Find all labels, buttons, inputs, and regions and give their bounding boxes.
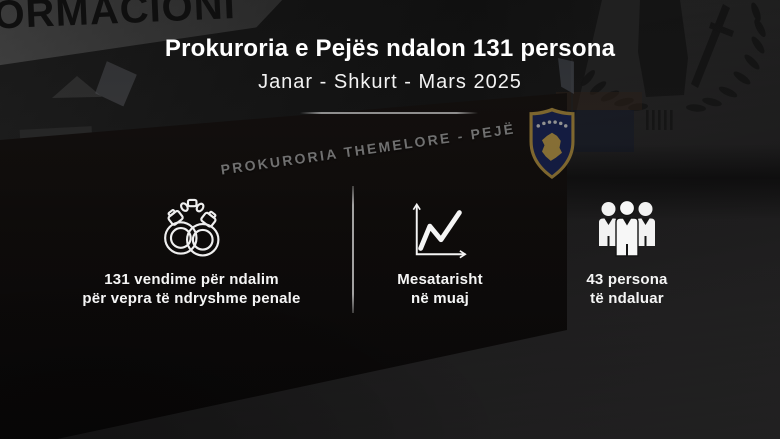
wall-floor-shadow [552, 144, 780, 220]
kosovo-coat-of-arms-icon [529, 107, 575, 179]
stat-monthly-average: Mesatarisht në muaj [370, 192, 510, 308]
stat-line-2: për vepra të ndryshme penale [82, 289, 301, 307]
line-chart-icon [412, 202, 467, 259]
desk-flag-pole [571, 58, 573, 138]
stat-number: 43 [586, 271, 604, 288]
handcuffs-icon [163, 198, 219, 257]
headline-block: Prokuroria e Pejës ndalon 131 persona Ja… [0, 35, 780, 93]
desk-flag [558, 58, 574, 94]
stat-number: 131 [104, 271, 130, 288]
stat-line-1: Mesatarisht [397, 271, 483, 288]
stat-line-2: të ndaluar [590, 289, 664, 307]
stat-detention-decisions: 131 vendime për ndalim për vepra të ndry… [74, 192, 309, 308]
stat-text: persona [607, 271, 668, 288]
page-title: Prokuroria e Pejës ndalon 131 persona [164, 35, 616, 62]
stat-icon-wrap [370, 192, 510, 262]
stat-icon-wrap [74, 192, 309, 262]
stats-divider [352, 186, 354, 313]
desk-edge-highlight [300, 112, 478, 114]
stat-text: vendime për ndalim [134, 271, 279, 288]
stat-line-1: 131 vendime për ndalim [74, 271, 309, 290]
stat-line-1: 43 persona [557, 271, 697, 290]
stat-icon-wrap [557, 192, 697, 262]
page-subtitle: Janar - Shkurt - Mars 2025 [258, 71, 522, 93]
people-group-icon [599, 200, 655, 257]
stat-line-2: në muaj [410, 289, 470, 307]
stat-persons-detained: 43 persona të ndaluar [557, 192, 697, 308]
side-table-top [556, 92, 642, 110]
